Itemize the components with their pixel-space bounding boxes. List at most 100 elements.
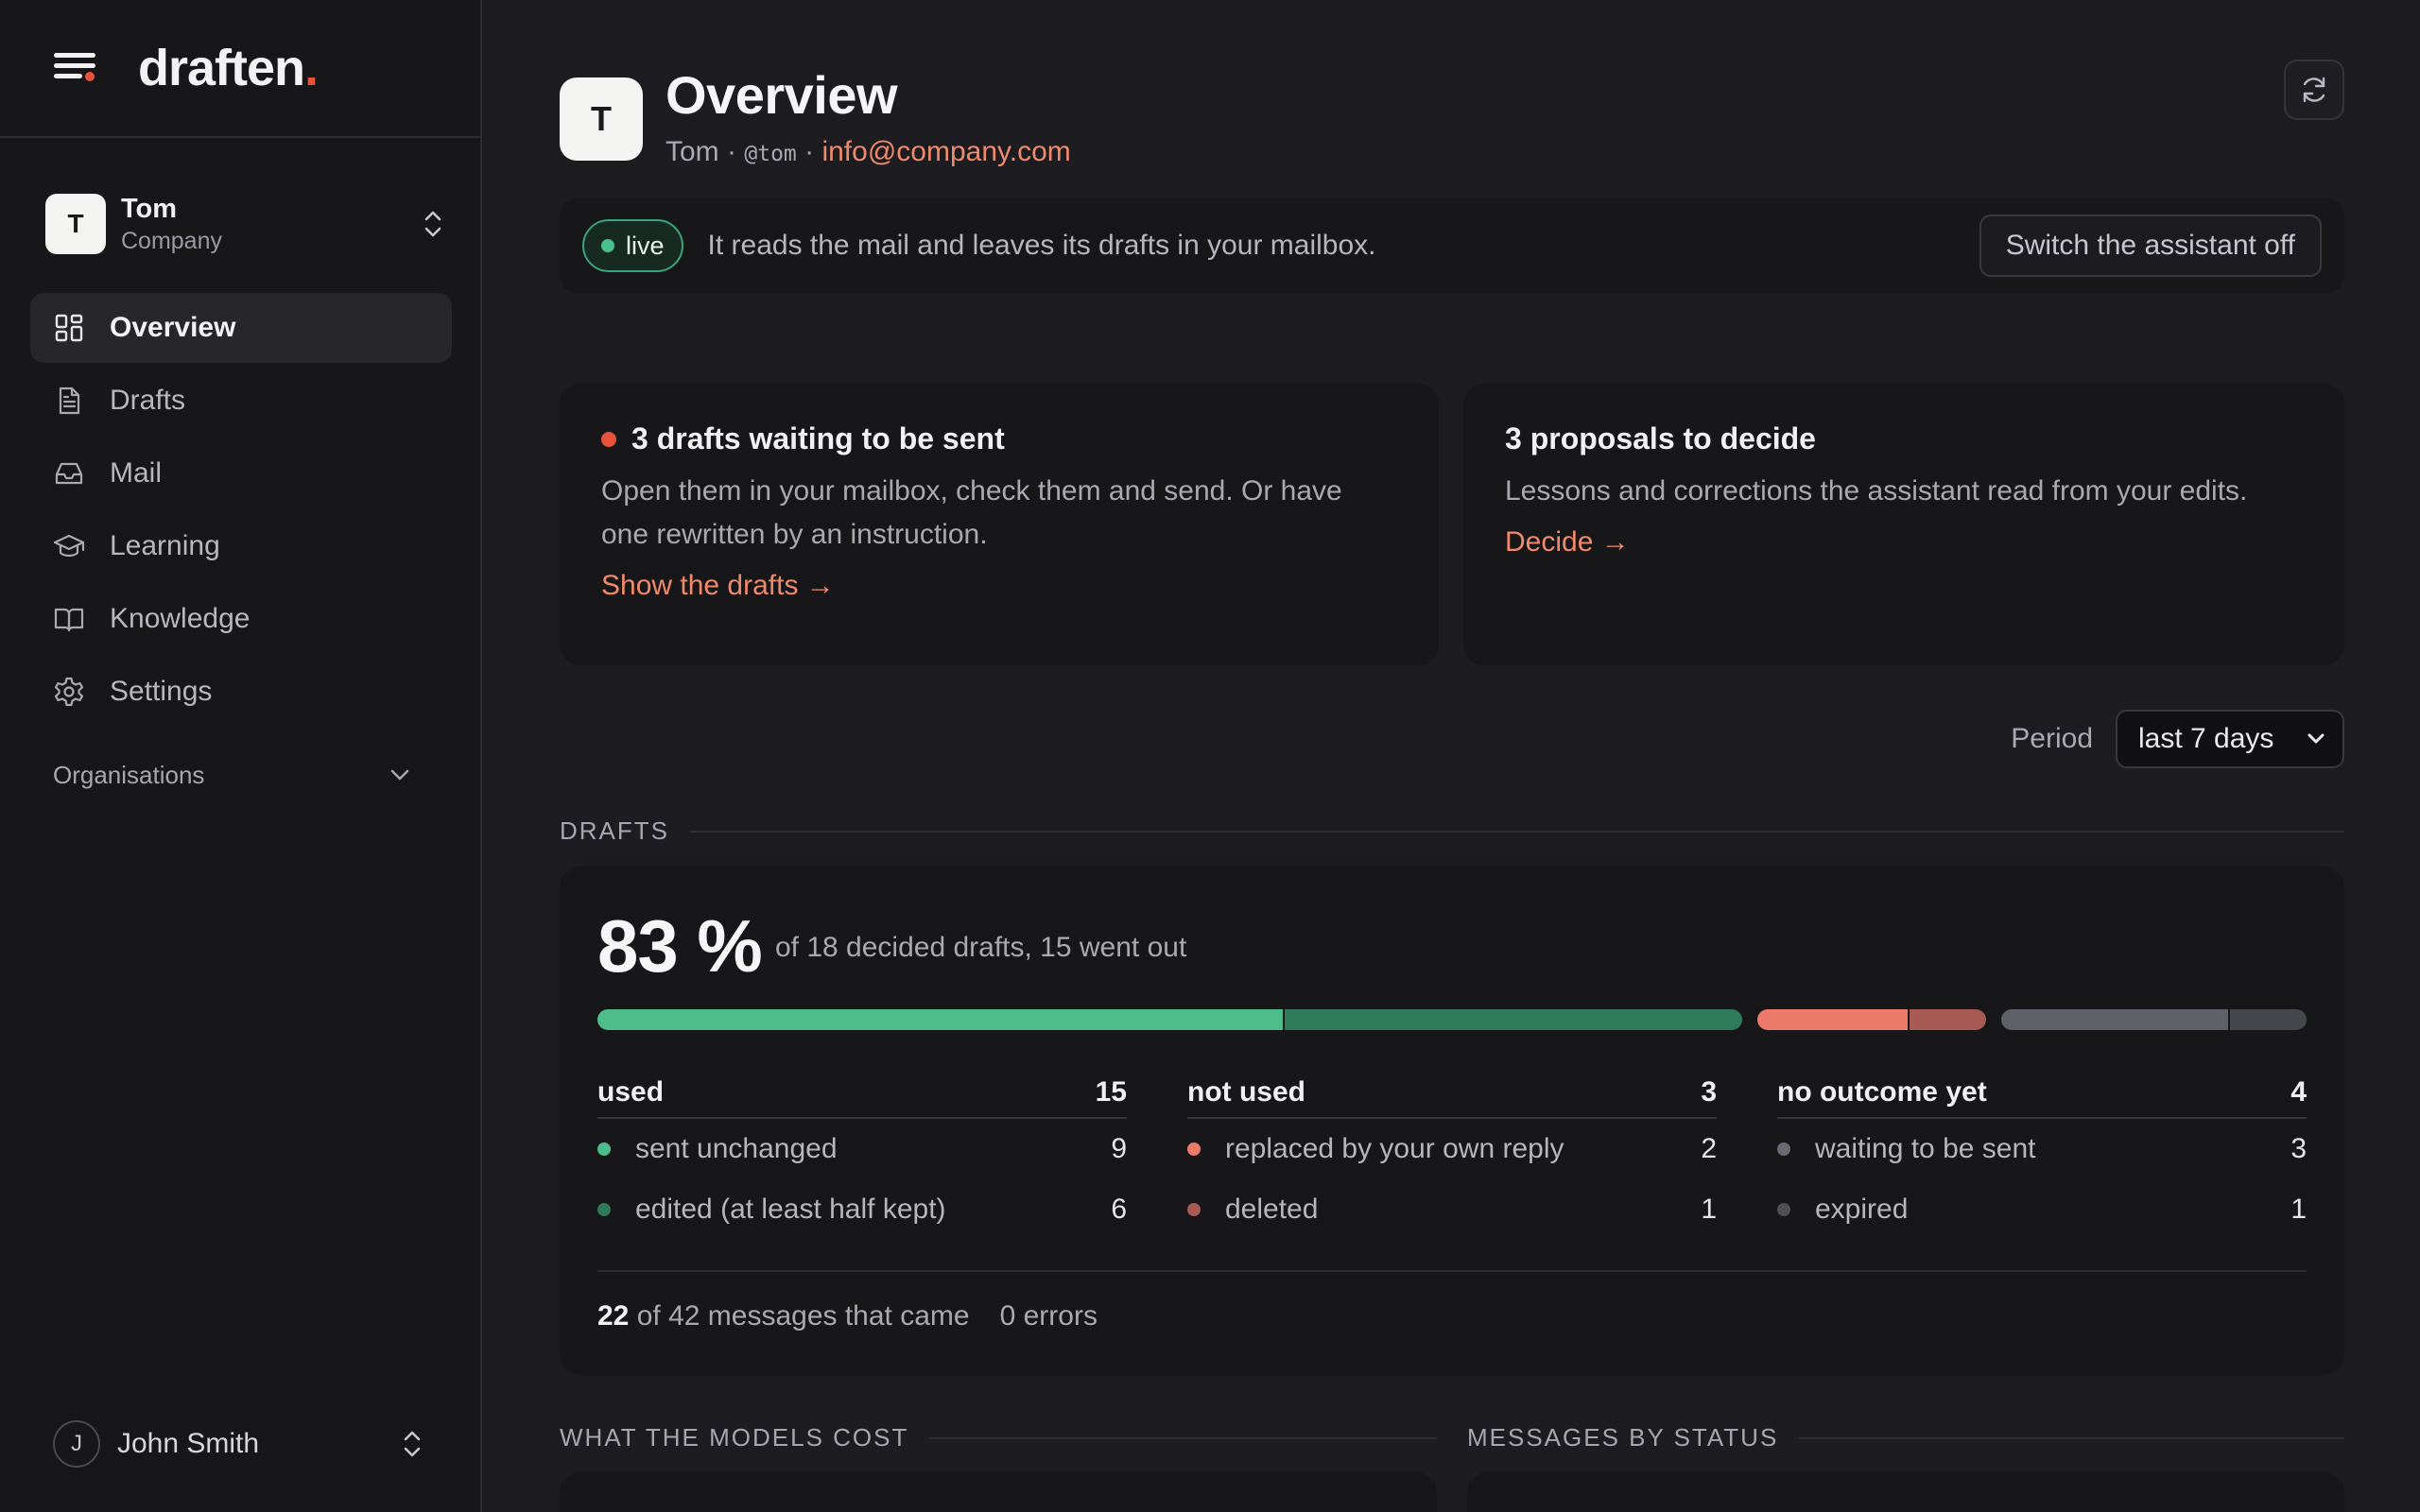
nav-label: Knowledge — [110, 603, 251, 634]
show-drafts-link[interactable]: Show the drafts → — [601, 570, 835, 601]
column-no-outcome: no outcome yet 4 waiting to be sent 3 ex… — [1777, 1068, 2307, 1240]
messages-by-status-card — [1467, 1472, 2344, 1512]
account-name: Tom — [666, 136, 719, 167]
column-title: used — [597, 1076, 665, 1108]
chevron-down-icon — [390, 769, 409, 781]
nav-label: Learning — [110, 530, 220, 561]
drafts-section-heading: DRAFTS — [560, 816, 2344, 846]
user-menu[interactable]: J John Smith — [53, 1418, 431, 1470]
legend-dot — [1777, 1143, 1790, 1156]
errors-count: 0 errors — [999, 1300, 1098, 1332]
stat-value: 3 — [2290, 1133, 2307, 1164]
organisations-label: Organisations — [53, 760, 205, 789]
nav-item-learning[interactable]: Learning — [30, 511, 452, 581]
refresh-icon — [2303, 77, 2325, 103]
period-label: Period — [2011, 723, 2093, 754]
separator: · — [804, 136, 815, 167]
workspace-name: Tom — [121, 194, 178, 224]
nav-label: Settings — [110, 676, 213, 707]
nav-label: Drafts — [110, 385, 186, 416]
grid-icon — [53, 312, 85, 344]
stat-label: deleted — [1225, 1194, 1319, 1225]
card-body: Open them in your mailbox, check them an… — [601, 475, 1342, 550]
drafts-stats-card: 83 % of 18 decided drafts, 15 went out u… — [560, 866, 2344, 1376]
nav-item-overview[interactable]: Overview — [30, 293, 452, 363]
bar-segment-deleted — [1910, 1009, 1987, 1030]
divider — [929, 1436, 1437, 1439]
main-content: T Overview Tom · @tom · info@company.com… — [560, 0, 2344, 1512]
stat-row: deleted 1 — [1187, 1179, 1717, 1240]
card-title: 3 drafts waiting to be sent — [601, 421, 1397, 456]
switch-assistant-off-button[interactable]: Switch the assistant off — [1979, 215, 2322, 277]
legend-dot — [1187, 1203, 1201, 1216]
main-nav: Overview Drafts Mail — [30, 293, 452, 730]
stat-label: sent unchanged — [635, 1133, 838, 1164]
column-total: 4 — [2290, 1076, 2307, 1108]
column-title: not used — [1187, 1076, 1305, 1108]
column-header: used 15 — [597, 1068, 1127, 1119]
nav-item-drafts[interactable]: Drafts — [30, 366, 452, 436]
workspace-switcher[interactable]: T Tom Company — [45, 189, 452, 259]
decide-link[interactable]: Decide → — [1505, 526, 1630, 558]
period-value: last 7 days — [2138, 723, 2274, 754]
graduation-cap-icon — [53, 530, 85, 562]
inbox-icon — [53, 457, 85, 490]
assistant-status-bar: live It reads the mail and leaves its dr… — [560, 198, 2344, 293]
sidebar: draften. T Tom Company Overview — [0, 0, 482, 1512]
alert-dot — [601, 431, 616, 447]
stat-row: edited (at least half kept) 6 — [597, 1179, 1127, 1240]
chevron-down-icon — [2308, 733, 2325, 744]
column-title: no outcome yet — [1777, 1076, 1987, 1108]
messages-by-status-section-heading: MESSAGES BY STATUS — [1467, 1423, 2344, 1452]
column-used: used 15 sent unchanged 9 edited (at leas… — [597, 1068, 1127, 1240]
nav-item-settings[interactable]: Settings — [30, 657, 452, 727]
legend-dot — [1187, 1143, 1201, 1156]
organisations-toggle[interactable]: Organisations — [53, 756, 431, 794]
refresh-button[interactable] — [2284, 60, 2344, 120]
legend-dot — [597, 1203, 611, 1216]
account-email[interactable]: info@company.com — [821, 136, 1071, 167]
legend-dot — [1777, 1203, 1790, 1216]
legend-dot — [597, 1143, 611, 1156]
menu-icon[interactable] — [54, 49, 97, 87]
account-avatar: T — [560, 77, 643, 161]
bar-segment-waiting-to-be-sent — [2001, 1009, 2229, 1030]
stat-value: 1 — [1701, 1194, 1717, 1225]
divider — [690, 830, 2344, 833]
nav-item-mail[interactable]: Mail — [30, 438, 452, 508]
drafts-waiting-card: 3 drafts waiting to be sent Open them in… — [560, 384, 1439, 665]
separator: · — [727, 136, 737, 167]
page-title: Overview — [666, 65, 898, 125]
book-icon — [53, 603, 85, 635]
divider — [1799, 1436, 2344, 1439]
period-select[interactable]: last 7 days — [2116, 710, 2344, 768]
workspace-avatar: T — [45, 194, 106, 254]
bar-segment-expired — [2230, 1009, 2307, 1030]
period-filter: Period last 7 days — [2011, 710, 2344, 768]
card-title-text: 3 drafts waiting to be sent — [631, 421, 1005, 455]
models-cost-card — [560, 1472, 1437, 1512]
section-title: DRAFTS — [560, 816, 669, 845]
messages-summary: 22 of 42 messages that came 0 errors — [597, 1300, 1098, 1332]
stat-row: sent unchanged 9 — [597, 1119, 1127, 1179]
chevron-updown-icon — [424, 211, 441, 237]
stat-value: 2 — [1701, 1133, 1717, 1164]
stat-value: 6 — [1111, 1194, 1127, 1225]
card-title-text: 3 proposals to decide — [1505, 421, 1816, 455]
bar-segment-replaced-by-your-own-reply — [1756, 1009, 1909, 1030]
used-percentage: 83 % — [597, 904, 763, 988]
account-line: Tom · @tom · info@company.com — [666, 136, 1071, 168]
nav-item-knowledge[interactable]: Knowledge — [30, 584, 452, 654]
live-dot — [601, 239, 614, 252]
bar-segment-sent-unchanged — [597, 1009, 1283, 1030]
user-name: John Smith — [117, 1428, 260, 1459]
messages-count: 22 — [597, 1300, 630, 1332]
chevron-updown-icon — [404, 1431, 421, 1457]
stat-label: waiting to be sent — [1815, 1133, 2036, 1164]
workspace-subtitle: Company — [121, 228, 222, 254]
brand-row: draften. — [0, 0, 480, 138]
document-icon — [53, 385, 85, 417]
stat-label: edited (at least half kept) — [635, 1194, 946, 1225]
live-label: live — [626, 231, 665, 260]
stat-row: waiting to be sent 3 — [1777, 1119, 2307, 1179]
